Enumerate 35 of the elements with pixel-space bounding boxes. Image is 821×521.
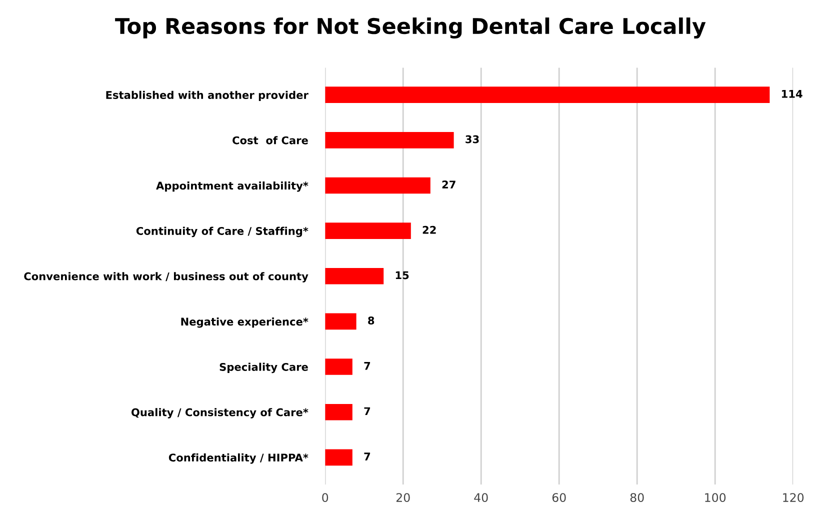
y-tick-label: Convenience with work / business out of county [24, 272, 308, 282]
y-tick-label: Quality / Consistency of Care* [131, 408, 308, 418]
x-tick-label: 40 [474, 493, 488, 502]
y-tick-label: Continuity of Care / Staffing* [136, 226, 308, 238]
bar [325, 358, 352, 375]
y-tick-label: Speciality Care [220, 362, 308, 374]
data-label: 15 [396, 271, 409, 280]
data-label: 22 [422, 226, 436, 234]
y-tick-label: Established with another provider [106, 90, 308, 102]
bar [325, 313, 356, 330]
x-tick-label: 60 [552, 493, 566, 502]
data-label: 7 [364, 452, 370, 460]
x-tick-label: 80 [630, 493, 644, 502]
x-tick-label: 20 [396, 493, 410, 502]
y-tick-label: Confidentiality / HIPPA* [168, 453, 308, 464]
data-label: 114 [782, 90, 802, 98]
x-tick-label: 0 [322, 493, 328, 502]
bar [325, 86, 770, 103]
bar [325, 132, 454, 148]
bar [325, 404, 352, 420]
data-label: 8 [368, 316, 374, 325]
x-tick-label: 120 [783, 493, 804, 502]
bar [325, 449, 352, 466]
data-label: 33 [466, 135, 479, 144]
y-tick-label: Cost of Care [232, 136, 308, 144]
y-tick-label: Negative experience* [181, 317, 308, 328]
data-label: 7 [364, 407, 370, 416]
bar [325, 222, 411, 239]
y-tick-label: Appointment availability* [156, 181, 308, 192]
bar [325, 268, 384, 284]
data-label: 7 [364, 362, 370, 370]
data-label: 27 [442, 180, 456, 188]
chart-title: Top Reasons for Not Seeking Dental Care Locally [115, 18, 706, 39]
x-tick-label: 100 [705, 493, 726, 502]
bar [325, 177, 430, 194]
